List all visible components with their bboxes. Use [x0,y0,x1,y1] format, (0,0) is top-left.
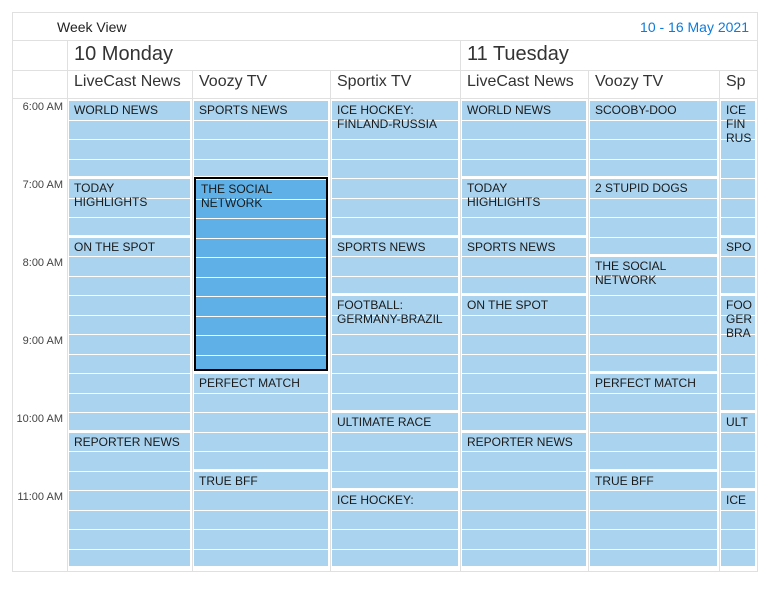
schedule-column[interactable]: SCOOBY-DOO 2 STUPID DOGS THE SOCIAL NETWOR… [589,99,720,571]
schedule-event[interactable]: ULT [721,411,755,488]
schedule-event[interactable]: ON THE SPOT [69,236,190,430]
schedule-event[interactable]: 2 STUPID DOGS [590,177,717,254]
event-title: PERFECT MATCH [595,376,712,390]
event-title: SPORTS NEWS [337,240,453,254]
schedule-column[interactable]: WORLD NEWS TODAY HIGHLIGHTS ON THE SPOT REP… [68,99,193,571]
time-gutter-channels [13,71,68,98]
schedule-event[interactable]: THE SOCIAL NETWORK [590,255,717,371]
schedule-event[interactable]: ICE FIN RUS [721,99,755,235]
schedule-event[interactable]: FOO GER BRA [721,294,755,410]
schedule-event[interactable]: PERFECT MATCH [590,372,717,469]
schedule-event[interactable]: REPORTER NEWS [462,431,586,567]
channel-header[interactable]: Sp [720,71,758,98]
event-title: REPORTER NEWS [74,435,185,449]
event-title: PERFECT MATCH [199,376,323,390]
event-title: SPO [726,240,750,254]
schedule-event[interactable]: ICE [721,489,755,566]
event-title: ICE HOCKEY: [337,493,453,507]
event-title: TODAY HIGHLIGHTS [74,181,185,209]
schedule-event[interactable]: SPORTS NEWS [332,236,458,294]
schedule-column[interactable]: ICE FIN RUS SPO FOO GER BRA ULT ICE [720,99,757,571]
event-title: ULTIMATE RACE [337,415,453,429]
schedule-event[interactable]: FOOTBALL: GERMANY-BRAZIL [332,294,458,410]
channel-header[interactable]: LiveCast News [461,71,589,98]
day-header[interactable]: 10 Monday [68,41,461,70]
channel-header[interactable]: Sportix TV [331,71,461,98]
schedule-event[interactable]: TRUE BFF [590,470,717,567]
day-header[interactable]: 11 Tuesday [461,41,758,70]
event-title: FOOTBALL: GERMANY-BRAZIL [337,298,453,326]
channel-header[interactable]: LiveCast News [68,71,193,98]
schedule-event[interactable]: SCOOBY-DOO [590,99,717,176]
time-gutter-top [13,41,68,70]
schedule-event[interactable]: ULTIMATE RACE [332,411,458,488]
event-title: WORLD NEWS [74,103,185,117]
schedule-event[interactable]: SPORTS NEWS [462,236,586,294]
schedule-column[interactable]: ICE HOCKEY: FINLAND-RUSSIA SPORTS NEWS FOO… [331,99,461,571]
schedule-column[interactable]: WORLD NEWS TODAY HIGHLIGHTS SPORTS NEWS ON … [461,99,589,571]
event-title: SPORTS NEWS [199,103,323,117]
columns-container: WORLD NEWS TODAY HIGHLIGHTS ON THE SPOT REP… [68,99,757,571]
schedule-event[interactable]: ICE HOCKEY: [332,489,458,566]
event-title: REPORTER NEWS [467,435,581,449]
date-range-label[interactable]: 10 - 16 May 2021 [640,19,749,35]
channel-header[interactable]: Voozy TV [589,71,720,98]
event-title: SCOOBY-DOO [595,103,712,117]
schedule-event[interactable]: PERFECT MATCH [194,372,328,469]
schedule-event[interactable]: SPO [721,236,755,294]
event-title: TRUE BFF [199,474,323,488]
event-title: TRUE BFF [595,474,712,488]
schedule-frame: Week View 10 - 16 May 2021 10 Monday11 T… [12,12,758,572]
schedule-column[interactable]: SPORTS NEWS THE SOCIAL NETWORK PERFECT MAT… [193,99,331,571]
event-title: SPORTS NEWS [467,240,581,254]
view-label[interactable]: Week View [57,19,127,35]
event-title: TODAY HIGHLIGHTS [467,181,581,209]
event-title: ICE FIN RUS [726,103,750,145]
time-column: 6:00 AM 7:00 AM 8:00 AM 9:00 AM 10:00 AM 11:0… [13,99,68,571]
schedule-event[interactable]: TRUE BFF [194,470,328,567]
schedule-event[interactable]: THE SOCIAL NETWORK [194,177,328,371]
schedule-event[interactable]: TODAY HIGHLIGHTS [462,177,586,235]
event-title: WORLD NEWS [467,103,581,117]
event-title: THE SOCIAL NETWORK [201,182,321,210]
event-title: ULT [726,415,750,429]
schedule-event[interactable]: ON THE SPOT [462,294,586,430]
schedule-event[interactable]: TODAY HIGHLIGHTS [69,177,190,235]
event-title: ICE HOCKEY: FINLAND-RUSSIA [337,103,453,131]
event-title: FOO GER BRA [726,298,750,340]
time-label: 10:00 AM [17,413,63,425]
schedule-event[interactable]: ICE HOCKEY: FINLAND-RUSSIA [332,99,458,235]
event-title: THE SOCIAL NETWORK [595,259,712,287]
schedule-event[interactable]: REPORTER NEWS [69,431,190,567]
event-title: ICE [726,493,750,507]
grid-body[interactable]: 6:00 AM 7:00 AM 8:00 AM 9:00 AM 10:00 AM 11:0… [13,99,757,571]
channel-header-row: LiveCast NewsVoozy TVSportix TVLiveCast … [13,71,757,99]
event-title: ON THE SPOT [467,298,581,312]
time-label: 11:00 AM [17,491,63,503]
time-label: 7:00 AM [23,179,63,191]
schedule-event[interactable]: WORLD NEWS [462,99,586,176]
time-label: 9:00 AM [23,335,63,347]
schedule-event[interactable]: SPORTS NEWS [194,99,328,176]
event-title: 2 STUPID DOGS [595,181,712,195]
event-title: ON THE SPOT [74,240,185,254]
time-label: 8:00 AM [23,257,63,269]
day-header-row: 10 Monday11 Tuesday [13,41,757,71]
schedule-event[interactable]: WORLD NEWS [69,99,190,176]
time-label: 6:00 AM [23,101,63,113]
channel-header[interactable]: Voozy TV [193,71,331,98]
header-row: Week View 10 - 16 May 2021 [13,13,757,41]
